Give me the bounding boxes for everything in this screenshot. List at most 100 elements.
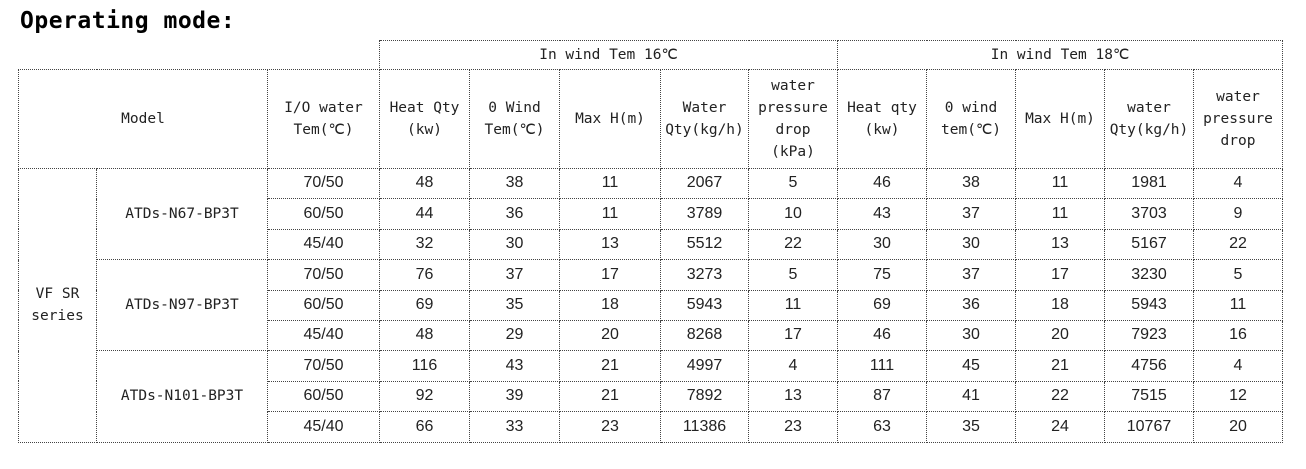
heat-qty-cell-18: 43 [837, 198, 927, 230]
pressure-drop-header-18: water pressure drop [1193, 69, 1283, 169]
header-line: tem(℃) [941, 122, 1001, 138]
max-h-cell-18: 11 [1015, 198, 1105, 230]
pressure-drop-cell-18: 22 [1193, 228, 1283, 261]
heat-qty-cell-18: 69 [837, 289, 927, 321]
max-h-cell-18: 18 [1015, 289, 1105, 321]
water-qty-cell-16: 3273 [660, 259, 749, 291]
table-row: ATDs-N97-BP3T 70/50 76 37 17 3273 5 75 37 17 3230 5 [19, 259, 1283, 352]
pressure-drop-cell-18: 9 [1193, 198, 1283, 230]
wind-tem-cell-16: 38 [469, 167, 560, 200]
io-header-line: I/O water [284, 100, 363, 116]
heat-qty-cell-18: 87 [837, 380, 927, 413]
operating-mode-table: In wind Tem 16℃ In wind Tem 18℃ Model I/… [18, 40, 1283, 443]
max-h-cell-16: 11 [559, 198, 661, 230]
max-h-cell-18: 20 [1015, 319, 1105, 352]
table-row: ATDs-N101-BP3T 70/50 116 43 21 4997 4 111 45 21 47… [19, 350, 1283, 443]
heat-qty-cell-16: 116 [379, 350, 470, 382]
header-line: Water [682, 100, 727, 116]
water-qty-cell-16: 7892 [660, 380, 749, 413]
pressure-drop-cell-16: 13 [748, 380, 838, 413]
header-line: Tem(℃) [484, 122, 545, 138]
water-qty-cell-18: 7515 [1104, 380, 1194, 413]
header-line: water [771, 78, 815, 94]
header-line: 0 Wind [488, 100, 541, 116]
pressure-drop-cell-16: 4 [748, 350, 838, 382]
io-water-temp-cell: 45/40 [267, 228, 380, 261]
max-h-cell-18: 21 [1015, 350, 1105, 382]
table-body: In wind Tem 16℃ In wind Tem 18℃ Model I/… [18, 40, 1283, 443]
wind-tem-cell-16: 33 [469, 411, 560, 443]
wind-tem-cell-16: 36 [469, 198, 560, 230]
wind-tem-cell-18: 35 [926, 411, 1016, 443]
pressure-drop-cell-18: 4 [1193, 350, 1283, 382]
group-header-18: In wind Tem 18℃ [837, 40, 1283, 70]
heat-qty-cell-18: 75 [837, 259, 927, 291]
wind-tem-cell-18: 45 [926, 350, 1016, 382]
max-h-header-18: Max H(m) [1015, 69, 1105, 169]
series-line: series [31, 308, 84, 325]
io-header-line: Tem(℃) [293, 122, 354, 138]
max-h-cell-16: 21 [559, 380, 661, 413]
io-water-temp-cell: 70/50 [267, 167, 380, 200]
pressure-drop-cell-18: 12 [1193, 380, 1283, 413]
header-line: drop [775, 122, 811, 138]
model-header: Model [18, 69, 268, 169]
table-row: 45/40 66 33 23 11386 23 63 35 24 10767 20 [19, 411, 1283, 443]
pressure-drop-cell-16: 5 [748, 167, 838, 200]
heat-qty-header-16: Heat Qty (kw) [379, 69, 470, 169]
max-h-header-16: Max H(m) [559, 69, 661, 169]
max-h-cell-18: 24 [1015, 411, 1105, 443]
heat-qty-cell-16: 48 [379, 319, 470, 352]
io-water-temp-cell: 60/50 [267, 198, 380, 230]
heat-qty-cell-16: 76 [379, 259, 470, 291]
group-header-16: In wind Tem 16℃ [379, 40, 838, 70]
heat-qty-cell-16: 69 [379, 289, 470, 321]
io-water-temp-cell: 60/50 [267, 289, 380, 321]
heat-qty-cell-16: 44 [379, 198, 470, 230]
water-qty-cell-16: 5512 [660, 228, 749, 261]
heat-qty-cell-18: 46 [837, 319, 927, 352]
max-h-cell-16: 17 [559, 259, 661, 291]
max-h-cell-16: 13 [559, 228, 661, 261]
header-line: drop [1220, 133, 1256, 149]
heat-qty-header-18: Heat qty (kw) [837, 69, 927, 169]
series-line: VF SR [35, 286, 80, 303]
max-h-cell-18: 13 [1015, 228, 1105, 261]
header-line: pressure [758, 100, 828, 116]
water-qty-cell-18: 3703 [1104, 198, 1194, 230]
pressure-drop-cell-16: 10 [748, 198, 838, 230]
header-line: Qty(kg/h) [665, 122, 744, 138]
water-qty-cell-16: 2067 [660, 167, 749, 200]
heat-qty-cell-18: 63 [837, 411, 927, 443]
model-name-cell: ATDs-N97-BP3T [96, 259, 268, 352]
header-line: water [1216, 89, 1260, 105]
water-qty-cell-18: 3230 [1104, 259, 1194, 291]
header-line: pressure [1203, 111, 1273, 127]
io-water-temp-cell: 45/40 [267, 411, 380, 443]
water-qty-header-18: water Qty(kg/h) [1104, 69, 1194, 169]
max-h-cell-18: 22 [1015, 380, 1105, 413]
pressure-drop-cell-18: 11 [1193, 289, 1283, 321]
group-header-row: In wind Tem 16℃ In wind Tem 18℃ [18, 40, 1283, 70]
heat-qty-cell-16: 48 [379, 167, 470, 200]
heat-qty-cell-18: 46 [837, 167, 927, 200]
wind-tem-cell-16: 37 [469, 259, 560, 291]
pressure-drop-cell-18: 16 [1193, 319, 1283, 352]
max-h-cell-16: 18 [559, 289, 661, 321]
wind-tem-cell-18: 38 [926, 167, 1016, 200]
header-line: (kPa) [771, 144, 815, 160]
water-qty-cell-16: 4997 [660, 350, 749, 382]
heat-qty-cell-16: 66 [379, 411, 470, 443]
water-qty-cell-16: 3789 [660, 198, 749, 230]
wind-tem-cell-16: 43 [469, 350, 560, 382]
io-water-temp-cell: 60/50 [267, 380, 380, 413]
model-name-cell: ATDs-N101-BP3T [96, 350, 268, 443]
water-qty-cell-16: 8268 [660, 319, 749, 352]
pressure-drop-cell-16: 11 [748, 289, 838, 321]
io-water-temp-cell: 70/50 [267, 350, 380, 382]
max-h-cell-18: 17 [1015, 259, 1105, 291]
water-qty-cell-18: 5943 [1104, 289, 1194, 321]
wind-tem-cell-18: 36 [926, 289, 1016, 321]
max-h-cell-16: 11 [559, 167, 661, 200]
pressure-drop-header-16: water pressure drop (kPa) [748, 69, 838, 169]
